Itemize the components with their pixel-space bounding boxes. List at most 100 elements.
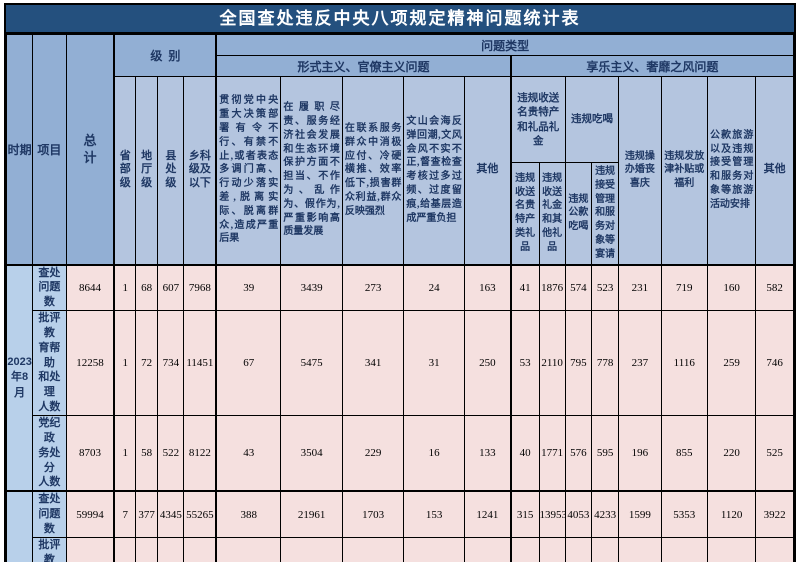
col-header-formalism-2: 在履职尽责、服务经济社会发展和生态环境保护方面不担当、不作为、乱作为、假作为,严… [280, 75, 343, 266]
value-cell: 341 [341, 310, 405, 417]
col-header-item: 项目 [32, 33, 67, 266]
value-cell: 1 [113, 264, 137, 312]
value-cell: 16 [403, 415, 465, 492]
value-cell: 231 [618, 264, 662, 312]
value-cell: 5353 [660, 490, 708, 538]
value-cell: 40 [510, 415, 540, 492]
value-cell: 607 [157, 264, 185, 312]
table-row: 批评教 育帮助 和处理 人数85986742151598039967734405… [7, 536, 794, 562]
col-header-level-county: 县处级 [157, 75, 185, 266]
col-header-level-prefecture: 地厅级 [135, 75, 159, 266]
value-cell: 34405 [280, 536, 343, 562]
value-cell: 1241 [463, 490, 512, 538]
value-cell: 8703 [65, 415, 116, 492]
value-cell: 3504 [280, 415, 343, 492]
value-cell: 1116 [660, 310, 708, 417]
value-cell: 2110 [538, 310, 566, 417]
col-header-gifts-specialty: 违规收送名贵特产类礼品 [510, 161, 540, 266]
col-header-dining-group: 违规吃喝 [564, 76, 620, 163]
value-cell: 8581 [660, 536, 708, 562]
value-cell: 2211 [341, 536, 405, 562]
page-title: 全国查处违反中央八项规定精神问题统计表 [6, 5, 794, 34]
value-cell: 229 [341, 415, 405, 492]
col-header-hedonism-other: 其他 [755, 75, 794, 266]
col-header-level-province: 省部级 [113, 75, 137, 266]
value-cell: 1599 [618, 490, 662, 538]
item-label: 查处 问题数 [32, 490, 67, 538]
value-cell: 1876 [538, 264, 566, 312]
col-header-hedonism-weddings: 违规操办婚丧喜庆 [618, 75, 662, 266]
col-header-formalism-group: 形式主义、官僚主义问题 [215, 55, 512, 77]
value-cell: 11451 [183, 310, 218, 417]
value-cell: 795 [564, 310, 592, 417]
value-cell: 719 [660, 264, 708, 312]
value-cell: 778 [590, 310, 620, 417]
value-cell: 1771 [538, 415, 566, 492]
col-header-formalism-1: 贯彻党中央重大决策部署有令不行、有禁不止,或者表态多调门高、行动少落实差,脱离实… [215, 75, 282, 266]
col-header-dining-banquets: 违规接受管理和服务对象等宴请 [590, 161, 620, 266]
value-cell: 4233 [590, 490, 620, 538]
value-cell: 259 [706, 310, 757, 417]
value-cell: 41 [510, 264, 540, 312]
value-cell: 8122 [183, 415, 218, 492]
value-cell: 2016 [463, 536, 512, 562]
value-cell: 377 [135, 490, 159, 538]
col-header-formalism-4: 文山会海反弹回潮,文风会风不实不正,督查检查考核过多过频、过度留痕,给基层造成严… [403, 75, 465, 266]
col-header-hedonism-allowances: 违规发放津补贴或福利 [660, 75, 708, 266]
value-cell: 582 [755, 264, 794, 312]
col-header-level-township: 乡科级及以下 [183, 75, 218, 266]
value-cell: 67 [215, 310, 282, 417]
value-cell: 153 [403, 490, 465, 538]
period-label: 2023 年8 月 [5, 264, 34, 492]
value-cell: 746 [755, 310, 794, 417]
value-cell: 8644 [65, 264, 116, 312]
value-cell: 204 [403, 536, 465, 562]
value-cell: 24 [403, 264, 465, 312]
value-cell: 7 [113, 536, 137, 562]
item-label: 批评教 育帮助 和处理 人数 [32, 536, 67, 562]
value-cell: 55265 [183, 490, 218, 538]
value-cell: 31 [403, 310, 465, 417]
value-cell: 43 [215, 415, 282, 492]
value-cell: 7 [113, 490, 137, 538]
value-cell: 574 [564, 264, 592, 312]
value-cell: 53 [510, 310, 540, 417]
value-cell: 7968 [183, 264, 218, 312]
value-cell: 3439 [280, 264, 343, 312]
value-cell: 1120 [706, 490, 757, 538]
value-cell: 68 [135, 264, 159, 312]
table-row: 2023 年以 来查处 问题数5999473774345552653882196… [5, 490, 794, 562]
value-cell: 1758 [618, 536, 662, 562]
value-cell: 525 [755, 415, 794, 492]
item-label: 党纪政 务处分 人数 [32, 415, 67, 492]
value-cell: 16082 [538, 536, 566, 562]
value-cell: 250 [463, 310, 512, 417]
value-cell: 1 [113, 415, 137, 492]
col-header-hedonism-travel: 公款旅游以及违规接受管理和服务对象等旅游活动安排 [706, 75, 757, 266]
value-cell: 13953 [538, 490, 566, 538]
value-cell: 133 [463, 415, 512, 492]
value-cell: 5475 [280, 310, 343, 417]
col-header-gifts-group: 违规收送名贵特产和礼品礼金 [510, 76, 566, 163]
value-cell: 6095 [564, 536, 592, 562]
table-body: 2023 年8 月查处 问题数 8644 1 68 607 7968 39 3439 273 24… [5, 264, 794, 562]
value-cell: 85986 [65, 536, 116, 562]
value-cell: 595 [590, 415, 620, 492]
value-cell: 4345 [157, 490, 185, 538]
value-cell: 5098 [755, 536, 794, 562]
col-header-hedonism-group: 享乐主义、奢靡之风问题 [510, 55, 794, 77]
value-cell: 421 [135, 536, 159, 562]
value-cell: 160 [706, 264, 757, 312]
value-cell: 237 [618, 310, 662, 417]
value-cell: 58 [135, 415, 159, 492]
value-cell: 855 [660, 415, 708, 492]
value-cell: 522 [157, 415, 185, 492]
value-cell: 39 [215, 264, 282, 312]
value-cell: 273 [341, 264, 405, 312]
item-label: 查处 问题数 [32, 264, 67, 312]
value-cell: 220 [706, 415, 757, 492]
value-cell: 1741 [706, 536, 757, 562]
col-header-total: 总计 [65, 33, 116, 266]
col-header-formalism-3: 在联系服务群众中消极应付、冷硬横推、效率低下,损害群众利益,群众反映强烈 [341, 75, 405, 266]
value-cell: 72 [135, 310, 159, 417]
